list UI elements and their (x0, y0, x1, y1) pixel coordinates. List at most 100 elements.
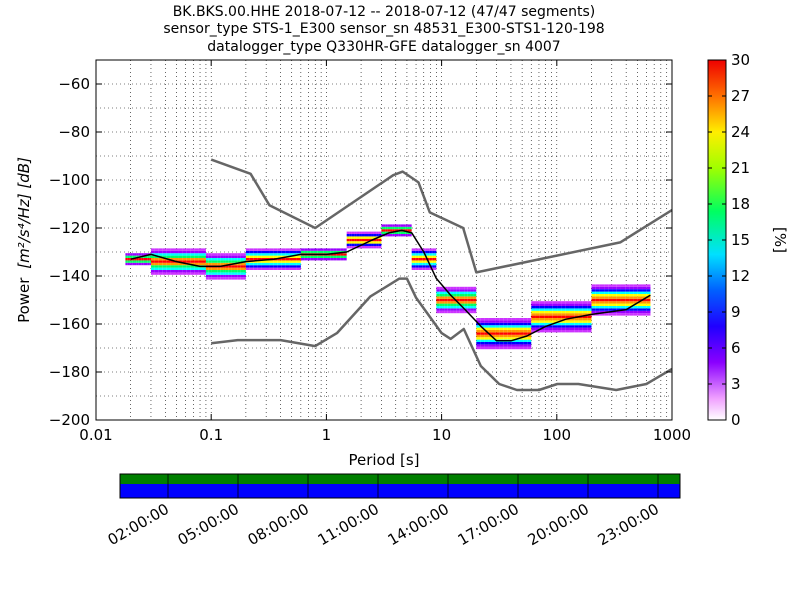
heatmap-cell (539, 320, 545, 323)
heatmap-cell (132, 260, 135, 263)
heatmap-cell (444, 296, 448, 299)
heatmap-cell (143, 262, 146, 266)
heatmap-cell (220, 267, 224, 270)
heatmap-cell (484, 344, 489, 347)
heatmap-cell (429, 250, 432, 254)
heatmap-cell (519, 346, 524, 350)
colorbar-tick-label: 0 (731, 411, 741, 429)
heatmap-cell (387, 234, 391, 237)
heatmap-cell (366, 246, 369, 249)
heatmap-cell (273, 248, 278, 251)
heatmap-cell (140, 253, 142, 256)
heatmap-cell (371, 243, 374, 246)
heatmap-cell (411, 250, 414, 254)
y-tick-label: −160 (49, 315, 90, 333)
heatmap-cell (285, 248, 290, 251)
heatmap-cell (578, 327, 583, 330)
heatmap-cell (523, 327, 528, 330)
heatmap-cell (646, 294, 651, 297)
heatmap-cell (591, 298, 596, 302)
heatmap-cell (484, 337, 489, 340)
heatmap-cell (488, 337, 492, 340)
heatmap-cell (488, 327, 492, 330)
heatmap-cell (633, 306, 638, 309)
heatmap-cell (392, 234, 395, 237)
heatmap-cell (444, 298, 448, 302)
heatmap-cell (190, 265, 195, 268)
chart-title-line-1: BK.BKS.00.HHE 2018-07-12 -- 2018-07-12 (… (173, 4, 596, 20)
heatmap-cell (616, 313, 621, 316)
heatmap-cell (442, 310, 445, 314)
heatmap-cell (132, 262, 135, 266)
heatmap-cell (447, 286, 451, 290)
heatmap-cell (595, 298, 600, 302)
heatmap-cell (569, 313, 575, 316)
heatmap-cell (366, 238, 369, 242)
heatmap-cell (129, 253, 131, 256)
heatmap-cell (225, 255, 229, 258)
heatmap-cell (515, 342, 520, 345)
heatmap-cell (249, 250, 254, 254)
heatmap-cell (407, 226, 410, 230)
heatmap-cell (453, 286, 457, 290)
heatmap-cell (330, 250, 334, 254)
heatmap-cell (170, 260, 175, 263)
heatmap-cell (599, 308, 605, 311)
heatmap-cell (599, 286, 605, 290)
heatmap-cell (495, 337, 500, 340)
heatmap-cell (633, 291, 638, 294)
heatmap-cell (467, 291, 471, 294)
heatmap-cell (447, 310, 451, 314)
heatmap-cell (608, 298, 613, 302)
heatmap-cell (450, 310, 454, 314)
heatmap-cell (507, 318, 512, 321)
heatmap-cell (480, 322, 485, 326)
heatmap-cell (470, 308, 474, 311)
heatmap-cell (277, 262, 282, 266)
heatmap-cell (495, 346, 500, 350)
heatmap-cell (396, 229, 399, 232)
heatmap-cell (587, 315, 592, 318)
heatmap-cell (182, 258, 187, 261)
heatmap-cell (336, 248, 341, 251)
heatmap-cell (166, 272, 171, 275)
heatmap-cell (390, 234, 393, 237)
heatmap-cell (424, 267, 426, 270)
heatmap-cell (186, 267, 191, 270)
heatmap-cell (646, 298, 651, 302)
heatmap-cell (450, 306, 454, 309)
heatmap-cell (574, 322, 579, 326)
heatmap-cell (371, 231, 374, 234)
heatmap-cell (439, 286, 443, 290)
heatmap-cell (336, 258, 341, 261)
heatmap-cell (129, 260, 131, 263)
heatmap-cell (484, 342, 489, 345)
heatmap-cell (129, 255, 131, 258)
grid-lines (96, 60, 672, 420)
heatmap-cell (228, 258, 232, 261)
heatmap-cell (407, 224, 410, 227)
heatmap-cell (225, 272, 229, 275)
heatmap-cell (582, 310, 588, 314)
heatmap-cell (480, 344, 485, 347)
heatmap-cell (515, 346, 520, 350)
heatmap-cell (343, 253, 347, 256)
heatmap-cell (243, 270, 246, 273)
heatmap-cell (349, 238, 352, 242)
heatmap-cell (381, 231, 384, 234)
heatmap-cell (503, 327, 508, 330)
heatmap-cell (523, 318, 528, 321)
heatmap-cell (484, 339, 489, 342)
heatmap-cell (531, 315, 536, 318)
heatmap-cell (300, 258, 305, 261)
heatmap-cell (313, 248, 318, 251)
x-tick-label: 10 (432, 426, 451, 444)
heatmap-cell (507, 325, 512, 328)
heatmap-cell (557, 330, 562, 333)
heatmap-cell (403, 231, 406, 234)
heatmap-cell (320, 248, 324, 251)
heatmap-cell (587, 320, 592, 323)
heatmap-cell (237, 255, 241, 258)
timeline-tick-label: 02:00:00 (105, 500, 172, 549)
heatmap-cell (470, 286, 474, 290)
